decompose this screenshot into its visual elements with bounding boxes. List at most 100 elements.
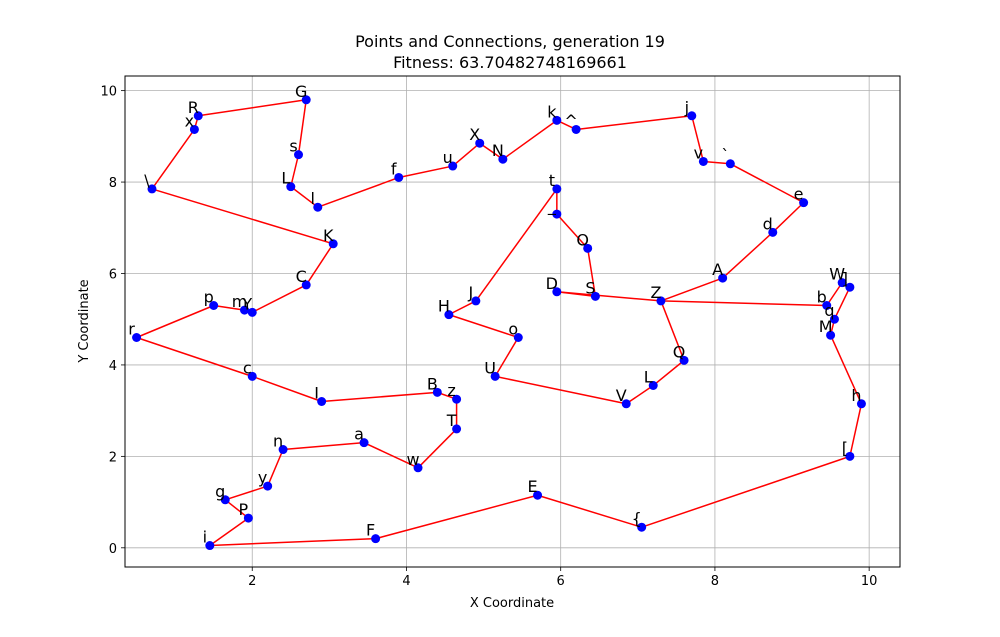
data-point [718, 273, 728, 283]
data-point [294, 150, 304, 160]
connection-line [198, 99, 307, 117]
point-label: O [576, 230, 589, 249]
point-label: r [128, 320, 135, 339]
point-label: j [684, 98, 689, 117]
data-point [552, 209, 562, 219]
data-point [471, 296, 481, 306]
point-label: Y [241, 294, 252, 313]
data-point [220, 495, 230, 505]
point-label: v [694, 143, 703, 162]
point-label: E [528, 477, 538, 496]
point-label: p [204, 287, 214, 306]
connection-line [151, 129, 196, 190]
data-point [132, 333, 142, 343]
data-point [448, 161, 458, 171]
point-label: A [712, 260, 723, 279]
chart-title: Points and Connections, generation 19 [355, 32, 665, 51]
data-point [552, 287, 562, 297]
point-label: P [239, 500, 249, 519]
x-tick-label: 6 [557, 574, 565, 589]
point-label: C [296, 267, 307, 286]
connection-line [209, 517, 249, 547]
connection-line [475, 188, 558, 302]
data-point [845, 451, 855, 461]
y-tick-label: 10 [100, 85, 117, 100]
connection-line [136, 336, 253, 378]
point-label: I [314, 384, 319, 403]
data-point [394, 172, 404, 182]
point-label: U [484, 358, 496, 377]
data-point [240, 305, 250, 315]
y-tick-label: 6 [109, 267, 117, 282]
point-label: w [406, 450, 419, 469]
data-point [371, 534, 381, 544]
point-label: g [215, 482, 225, 501]
connection-line [556, 291, 662, 302]
data-point [826, 330, 836, 340]
connection-line [691, 115, 705, 162]
data-point [475, 138, 485, 148]
connection-line [502, 119, 558, 160]
x-tick-label: 2 [248, 574, 256, 589]
connection-line [652, 359, 685, 387]
point-label: x [185, 111, 194, 130]
y-tick-label: 0 [109, 542, 117, 557]
data-point [768, 227, 778, 237]
point-label: Z [650, 283, 661, 302]
data-point [498, 154, 508, 164]
point-label: K [323, 226, 334, 245]
connection-line [213, 304, 245, 311]
connection-line [625, 384, 654, 405]
data-point [679, 355, 689, 365]
data-point [725, 159, 735, 169]
y-tick-label: 4 [109, 359, 117, 374]
point-label: H [438, 297, 450, 316]
point-label: i [203, 528, 207, 547]
y-axis-label: Y Coordinate [77, 279, 92, 363]
connection-line [398, 165, 453, 179]
data-point [313, 202, 323, 212]
data-point [829, 314, 839, 324]
data-point [301, 95, 311, 105]
connection-line [417, 428, 458, 469]
point-label: b [817, 287, 827, 306]
point-label: _ [547, 196, 557, 216]
data-point [799, 198, 809, 208]
connection-line [494, 375, 627, 405]
point-label: a [354, 425, 364, 444]
connection-line [448, 313, 519, 339]
connection-line [375, 494, 538, 540]
connection-line [772, 202, 805, 233]
point-label: L [644, 368, 653, 387]
connection-line [321, 391, 438, 403]
data-point [822, 300, 832, 310]
data-point [147, 184, 157, 194]
connection-line [576, 115, 692, 131]
point-label: F [366, 521, 375, 540]
point-label: G [295, 82, 307, 101]
chart-subtitle: Fitness: 63.70482748169661 [393, 53, 627, 72]
data-point [359, 438, 369, 448]
data-point [452, 424, 462, 434]
data-point [286, 182, 296, 192]
data-point [656, 296, 666, 306]
connection-lines [136, 99, 863, 547]
point-label: n [273, 432, 283, 451]
point-label: Q [673, 342, 686, 361]
point-label: B [427, 374, 438, 393]
point-label: l [311, 189, 315, 208]
data-point [278, 445, 288, 455]
point-label: m [232, 292, 248, 311]
data-point [552, 184, 562, 194]
point-label: d [763, 214, 773, 233]
data-point [243, 513, 253, 523]
x-tick-label: 8 [711, 574, 719, 589]
data-point [432, 387, 442, 397]
point-label: T [446, 411, 457, 430]
connection-line [479, 142, 504, 160]
data-point [444, 310, 454, 320]
point-label: [ [842, 438, 848, 457]
